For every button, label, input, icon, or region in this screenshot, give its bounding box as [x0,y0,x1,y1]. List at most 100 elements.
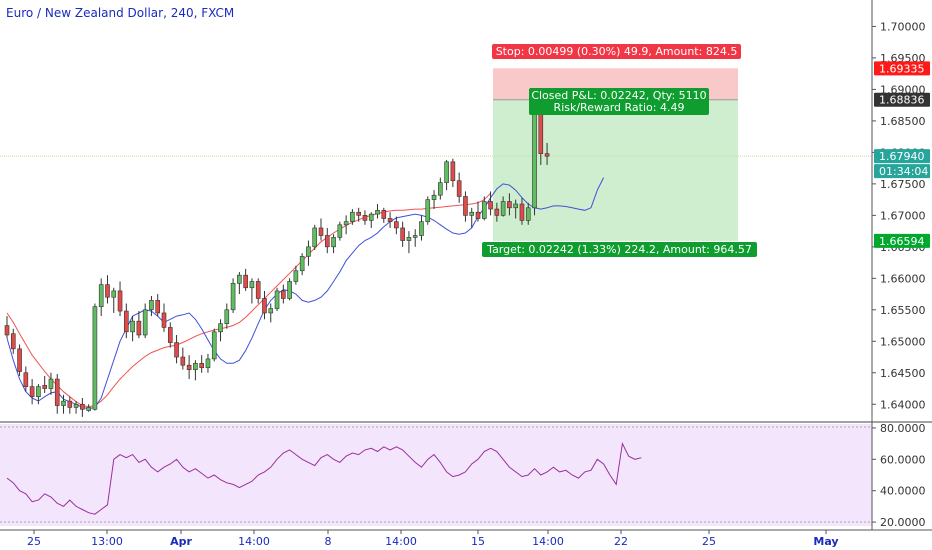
price-tag-label: 1.67940 [879,150,925,163]
candle-body [155,300,161,314]
price-tag-label: 1.69335 [879,62,925,75]
price-tag [874,233,930,248]
candle-body [224,309,230,324]
price-tick-label: 1.65000 [880,335,926,348]
candle-body [362,215,368,221]
price-tag [874,149,930,164]
candle-body [249,281,255,289]
candle-body [337,224,343,238]
time-tick-label: 22 [614,535,628,548]
candle-body [86,407,91,411]
candle-body [406,237,412,241]
candle-body [124,310,129,333]
candle-body [73,403,79,408]
candle-body [167,327,173,343]
candle-body [287,281,292,299]
label-layer: 1.69335 1.68836 1.67940 01:34:04 1.66594 Stop… [482,44,930,257]
candle-body [331,237,336,248]
candle-body [54,378,60,406]
candle-body [425,199,431,222]
time-tick-label: May [813,535,838,548]
closed-pnl-label: Closed P&L: 0.02242, Qty: 5110 [531,89,706,102]
rsi-axis-layer: 80.0000 60.0000 40.0000 20.0000 [872,422,926,529]
target-box [482,242,757,257]
candle-body [306,246,311,257]
candle-body [42,385,47,389]
stop-box [492,44,741,59]
price-tag-label: 1.68836 [879,94,925,107]
candle-body [532,108,537,209]
candle-body [281,290,286,299]
price-tick-label: 1.64500 [880,367,926,380]
candle-body [387,218,393,222]
candle-body [444,161,449,183]
candle-body [544,153,550,157]
candle-body [481,201,487,219]
time-tick-label: Apr [170,535,192,548]
candle-body [180,356,186,366]
candle-body [230,283,236,311]
candle-body [500,201,506,216]
candle-body [525,207,531,221]
rsi-tick-label: 40.0000 [880,485,926,498]
candle-body [513,203,518,209]
candle-body [36,386,41,398]
candle-body [450,161,456,182]
candle-body [456,180,462,197]
rsi-tick-label: 20.0000 [880,516,926,529]
stop-label: Stop: 0.00499 (0.30%) 49.9, Amount: 824.… [496,45,738,58]
ma-slow-line [6,192,491,408]
candle-body [262,298,267,314]
closed-pnl-label: Risk/Reward Ratio: 4.49 [554,101,685,114]
candle-body [538,108,544,154]
candle-body [324,235,330,248]
candle-body [29,386,35,398]
candle-body [211,331,217,360]
candle-body [92,306,98,410]
candle-body [299,255,305,272]
price-tick-label: 1.67500 [880,178,926,191]
price-tag-label: 01:34:04 [879,165,928,178]
candle-body [237,274,242,284]
candle-body [255,281,261,299]
candle-body [431,194,437,200]
candle-body [17,348,22,372]
rsi-layer [6,441,642,515]
candle-body [161,312,167,328]
candle-body [494,208,500,216]
candle-body [318,227,324,236]
candle-body [375,210,380,215]
candle-body [136,320,142,336]
price-tick-label: 1.65500 [880,304,926,317]
candle-body [205,358,211,369]
time-tick-label: 14:00 [238,535,270,548]
candle-body [111,290,117,298]
candle-body [394,221,399,229]
price-axis-layer[interactable]: 1.700001.695001.690001.685001.680001.675… [872,20,926,411]
candle-body [174,342,179,358]
candle-body [61,400,66,406]
candle-body [381,210,387,219]
candle-body [48,378,54,389]
price-tick-label: 1.70000 [880,20,926,33]
closed-pnl-box [529,88,709,115]
candle-body [4,325,10,336]
price-tag [874,164,930,179]
candle-body [507,201,512,209]
rsi-tick-label: 80.0000 [880,422,926,435]
candle-body [193,363,198,370]
time-tick-label: 25 [702,535,716,548]
candle-body [80,403,85,410]
candle-body [475,211,481,219]
price-tick-label: 1.67000 [880,209,926,222]
time-tick-label: 25 [27,535,41,548]
candle-body [469,211,475,216]
time-tick-label: 14:00 [385,535,417,548]
candle-body [463,196,468,216]
candle-body [149,300,154,311]
price-tick-label: 1.66000 [880,272,926,285]
price-tick-label: 1.64000 [880,398,926,411]
time-axis-layer[interactable]: 25 13:00 Apr 14:00 8 14:00 15 14:00 22 25 May [27,530,839,548]
